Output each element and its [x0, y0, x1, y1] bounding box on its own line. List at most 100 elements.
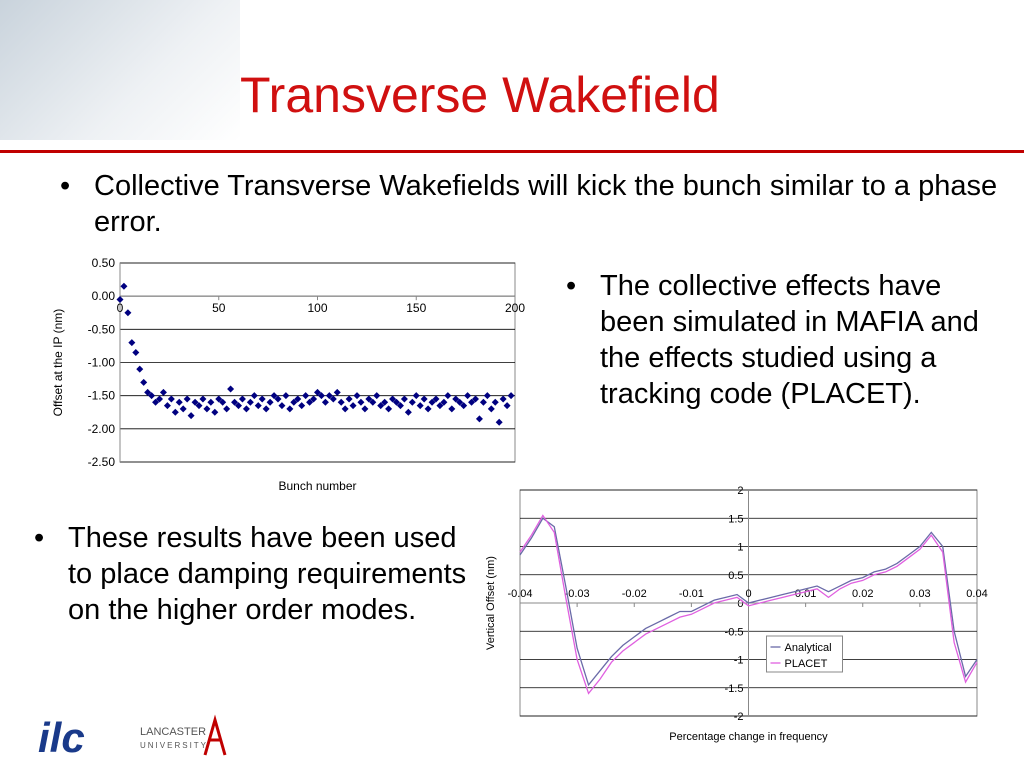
- y-axis-title: Vertical Offset (nm): [485, 556, 497, 650]
- y-tick-label: 1: [737, 542, 743, 554]
- x-tick-label: 0.03: [909, 588, 930, 600]
- data-point: [207, 398, 215, 406]
- data-point: [231, 398, 239, 406]
- data-point: [456, 398, 464, 406]
- data-point: [171, 408, 179, 416]
- data-point: [144, 388, 152, 396]
- data-point: [274, 395, 282, 403]
- bullet: These results have been used to place da…: [34, 520, 468, 628]
- y-tick-label: 0.5: [728, 570, 743, 582]
- y-tick-label: 0: [737, 598, 743, 610]
- data-point: [369, 398, 377, 406]
- y-tick-label: -1.5: [725, 683, 744, 695]
- y-tick-label: -2.50: [88, 455, 116, 469]
- legend-label: PLACET: [785, 658, 828, 670]
- y-tick-label: -1.00: [88, 356, 116, 370]
- x-tick-label: 0.02: [852, 588, 873, 600]
- data-point: [152, 398, 160, 406]
- data-point: [444, 392, 452, 400]
- data-point: [468, 398, 476, 406]
- x-axis-title: Bunch number: [278, 479, 356, 493]
- y-tick-label: 0.50: [92, 256, 116, 270]
- data-point: [183, 395, 191, 403]
- data-point: [341, 405, 349, 413]
- data-point: [175, 398, 183, 406]
- data-point: [404, 408, 412, 416]
- x-axis-title: Percentage change in frequency: [669, 731, 828, 743]
- data-point: [317, 392, 325, 400]
- data-point: [436, 402, 444, 410]
- data-point: [223, 405, 231, 413]
- data-point: [432, 395, 440, 403]
- data-point: [408, 398, 416, 406]
- y-tick-label: 2: [737, 485, 743, 497]
- data-point: [290, 398, 298, 406]
- data-point: [440, 398, 448, 406]
- logos: ilc LANCASTER UNIVERSITY: [38, 714, 227, 761]
- data-point: [258, 395, 266, 403]
- data-point: [507, 392, 515, 400]
- data-point: [227, 385, 235, 393]
- data-point: [314, 388, 321, 396]
- logo-mark: [203, 714, 227, 756]
- data-point: [254, 402, 262, 410]
- x-tick-label: -0.03: [565, 588, 590, 600]
- data-point: [349, 402, 357, 410]
- data-point: [195, 402, 203, 410]
- data-point: [479, 398, 487, 406]
- data-point: [393, 398, 400, 406]
- data-point: [389, 395, 397, 403]
- data-point: [179, 405, 187, 413]
- x-tick-label: 0: [117, 301, 124, 315]
- data-point: [235, 402, 242, 410]
- x-tick-label: 150: [406, 301, 426, 315]
- x-tick-label: 0: [745, 588, 751, 600]
- x-tick-label: -0.02: [622, 588, 647, 600]
- data-point: [310, 395, 318, 403]
- data-point: [250, 392, 258, 400]
- data-point: [412, 392, 420, 400]
- data-point: [159, 388, 167, 396]
- data-point: [491, 398, 499, 406]
- x-tick-label: 0.04: [966, 588, 987, 600]
- data-point: [298, 402, 306, 410]
- data-point: [487, 405, 495, 413]
- data-point: [365, 395, 373, 403]
- data-point: [124, 309, 132, 317]
- y-axis-title: Offset at the IP (nm): [51, 309, 65, 417]
- data-point: [211, 408, 219, 416]
- y-tick-label: -2.00: [88, 422, 116, 436]
- data-point: [503, 402, 511, 410]
- x-tick-label: 200: [505, 301, 525, 315]
- data-point: [345, 395, 353, 403]
- data-point: [396, 402, 404, 410]
- data-point: [357, 398, 365, 406]
- data-point: [329, 395, 337, 403]
- title-rule: [0, 150, 1024, 153]
- data-point: [203, 405, 211, 413]
- data-point: [361, 405, 369, 413]
- data-point: [306, 398, 314, 406]
- data-line: [519, 517, 978, 687]
- ilc-logo: ilc: [38, 714, 85, 761]
- data-point: [167, 395, 175, 403]
- data-point: [219, 398, 227, 406]
- y-tick-label: -1.50: [88, 389, 116, 403]
- data-point: [452, 395, 460, 403]
- data-point: [464, 392, 472, 400]
- data-point: [337, 398, 345, 406]
- data-point: [140, 378, 148, 386]
- data-point: [325, 392, 333, 400]
- data-point: [136, 365, 144, 373]
- data-point: [302, 392, 310, 400]
- data-line: [519, 514, 978, 695]
- y-tick-label: 0.00: [92, 289, 116, 303]
- data-point: [215, 395, 223, 403]
- y-tick-label: -0.50: [88, 322, 116, 336]
- x-tick-label: 100: [307, 301, 327, 315]
- data-point: [156, 395, 163, 403]
- y-tick-label: 1.5: [728, 513, 743, 525]
- data-point: [416, 402, 424, 410]
